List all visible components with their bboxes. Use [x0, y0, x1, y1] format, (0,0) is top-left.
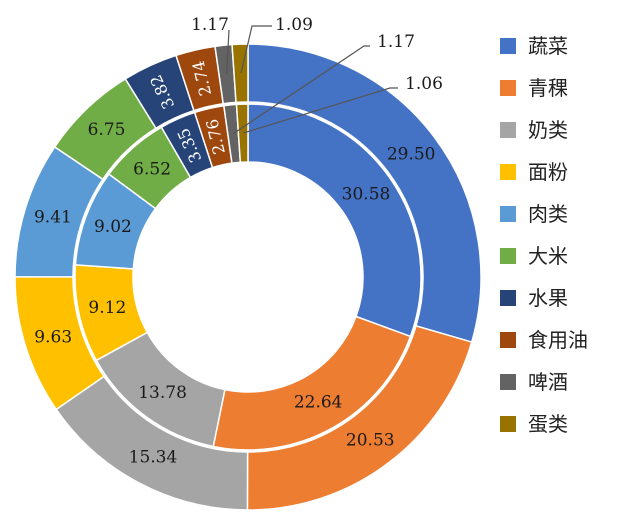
legend-label-item-2: 青稞 [528, 76, 568, 100]
legend-label-item-3: 奶类 [528, 118, 568, 142]
legend-swatch-item-2 [500, 80, 516, 96]
inner-label-item-1: 30.58 [342, 184, 391, 204]
outer-label-item-9: 1.17 [191, 15, 229, 35]
inner-label-item-6: 6.52 [133, 160, 171, 180]
inner-label-item-9: 1.17 [377, 32, 415, 52]
inner-leader-line-item-9 [232, 45, 370, 135]
outer-label-item-5: 9.41 [34, 207, 72, 227]
outer-label-item-2: 20.53 [346, 430, 395, 450]
legend-label-item-6: 大米 [528, 244, 568, 268]
inner-slice-item-10 [235, 103, 249, 164]
inner-label-item-4: 9.12 [88, 298, 126, 318]
legend-label-item-9: 啤酒 [528, 370, 568, 394]
inner-leader-line-item-10 [243, 87, 398, 134]
legend-label-item-10: 蛋类 [528, 412, 568, 436]
legend-swatch-item-4 [500, 164, 516, 180]
leader-lines-layer [225, 25, 398, 135]
legend-label-item-1: 蔬菜 [528, 34, 568, 58]
outer-leader-line-item-9 [225, 29, 230, 75]
outer-label-item-3: 15.34 [129, 448, 178, 468]
legend-swatch-item-10 [500, 416, 516, 432]
legend-swatch-item-5 [500, 206, 516, 222]
legend-swatch-item-7 [500, 290, 516, 306]
legend-label-item-8: 食用油 [528, 328, 588, 352]
legend-swatch-item-1 [500, 38, 516, 54]
outer-label-item-6: 6.75 [88, 120, 126, 140]
legend-label-item-5: 肉类 [528, 202, 568, 226]
inner-label-item-3: 13.78 [138, 383, 187, 403]
legend-swatch-item-9 [500, 374, 516, 390]
outer-label-item-10: 1.09 [275, 15, 313, 35]
outer-label-item-4: 9.63 [34, 328, 72, 348]
legend-swatch-item-8 [500, 332, 516, 348]
legend-label-item-7: 水果 [528, 286, 568, 310]
slices-layer [14, 43, 482, 511]
outer-label-item-1: 29.50 [387, 145, 436, 165]
legend-swatch-item-6 [500, 248, 516, 264]
inner-slice-item-1 [247, 103, 422, 338]
legend-label-item-4: 面粉 [528, 160, 568, 184]
legend-swatch-item-3 [500, 122, 516, 138]
inner-label-item-5: 9.02 [94, 217, 132, 237]
outer-leader-line-item-10 [240, 25, 272, 74]
inner-label-item-10: 1.06 [405, 74, 443, 94]
inner-label-item-2: 22.64 [294, 393, 343, 413]
